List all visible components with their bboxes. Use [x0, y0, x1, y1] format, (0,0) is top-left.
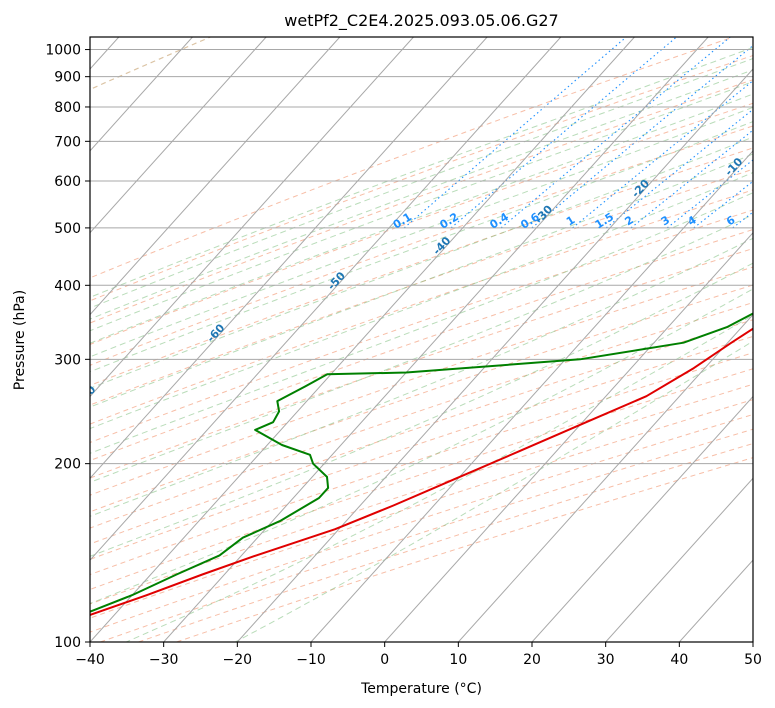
y-tick-label: 1000: [45, 43, 81, 59]
isotherm-line: [90, 37, 635, 642]
moist-adiabat: [90, 171, 753, 430]
dry-adiabat: [90, 147, 753, 386]
dry-adiabat: [90, 266, 753, 496]
y-tick-label: 100: [54, 635, 81, 651]
dry-adiabat: [90, 284, 753, 513]
moist-adiabat: [90, 46, 753, 298]
mixing-ratio-line: [500, 37, 731, 229]
isotherm-line: [384, 231, 753, 642]
x-tick-label: −30: [149, 652, 179, 668]
isotherm-line: [163, 37, 709, 642]
isotherm-line: [531, 395, 753, 642]
x-tick-label: −20: [223, 652, 253, 668]
moist-adiabat: [90, 69, 753, 320]
isotherm-line: [90, 37, 341, 316]
temperature-line: [90, 327, 753, 616]
isotherms: [90, 37, 753, 642]
x-axis-title: Temperature (°C): [360, 681, 482, 697]
mixing-ratio-line: [572, 80, 753, 229]
moist-adiabat: [90, 106, 753, 358]
x-axis-ticks: −40 −30 −20 −10 0 10 20 30 40 50: [75, 642, 762, 668]
x-tick-label: 20: [523, 652, 541, 668]
y-tick-label: 800: [54, 100, 81, 116]
mixing-ratio-line: [605, 108, 753, 229]
series-lines: [90, 312, 753, 616]
moist-adiabat: [90, 81, 753, 332]
dry-adiabat: [90, 209, 753, 444]
plot-area: -100-90-80-70-60-50-40-30-20-10010203040…: [75, 37, 753, 642]
mixing-ratio-lines: [403, 37, 753, 229]
x-tick-label: 30: [597, 652, 615, 668]
dry-adiabat: [90, 335, 753, 560]
isotherm-line: [90, 37, 488, 480]
isotherm-line: [90, 37, 414, 398]
x-tick-label: −10: [296, 652, 326, 668]
dewpoint-line: [90, 312, 753, 613]
plot-frame: [89, 36, 754, 643]
isotherm-line: [310, 150, 753, 642]
dry-adiabat: [90, 54, 753, 302]
chart-title: wetPf2_C2E4.2025.093.05.06.G27: [284, 11, 558, 31]
y-tick-label: 200: [54, 457, 81, 473]
isotherm-line: [457, 313, 753, 642]
mixing-ratio-line: [403, 37, 627, 229]
x-tick-label: 50: [744, 652, 762, 668]
moist-adiabat: [235, 340, 753, 642]
isotherm-line: [90, 37, 193, 152]
moist-adiabat: [90, 237, 753, 517]
isotherm-line: [605, 477, 753, 642]
isotherm-line: [236, 68, 753, 642]
moist-adiabat: [90, 93, 753, 344]
moist-adiabats: [90, 46, 753, 642]
isotherm-line: [90, 37, 562, 561]
y-axis-title: Pressure (hPa): [12, 290, 28, 390]
x-tick-label: 10: [449, 652, 467, 668]
mixing-ratio-line: [531, 44, 753, 229]
isobars: [90, 49, 753, 642]
dry-adiabat-tan: [90, 37, 211, 91]
moist-adiabat: [126, 314, 753, 642]
moist-adiabat: [90, 57, 753, 309]
moist-adiabat: [90, 121, 753, 373]
x-tick-label: 0: [380, 652, 389, 668]
y-tick-label: 900: [54, 70, 81, 86]
y-tick-label: 300: [54, 352, 81, 368]
isotherm-line: [90, 37, 267, 234]
y-tick-label: 600: [54, 174, 81, 190]
x-tick-label: −40: [75, 652, 105, 668]
moist-adiabat: [90, 153, 753, 408]
y-tick-label: 400: [54, 278, 81, 294]
isotherm-label: -70: [75, 383, 98, 407]
y-axis-ticks: 100 200 300 400 500 600 700 800 900 1000: [45, 43, 90, 651]
x-tick-label: 40: [670, 652, 688, 668]
moist-adiabat: [90, 214, 753, 483]
dry-adiabat: [90, 189, 753, 425]
y-tick-label: 700: [54, 134, 81, 150]
y-tick-label: 500: [54, 221, 81, 237]
